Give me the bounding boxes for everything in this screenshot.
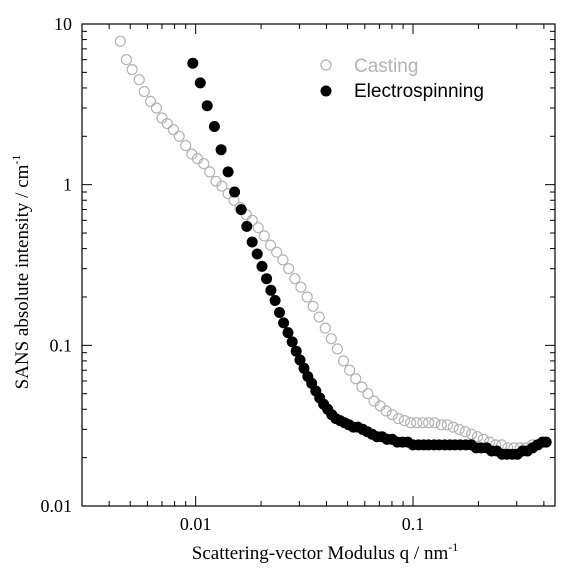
data-point-casting xyxy=(392,413,404,425)
data-point-casting xyxy=(459,426,471,438)
data-point-electrospinning xyxy=(241,220,253,232)
data-point-electrospinning xyxy=(269,295,281,306)
data-point-casting xyxy=(411,417,423,429)
y-tick-label: 1 xyxy=(63,175,72,195)
data-point-electrospinning xyxy=(298,362,310,374)
data-point-casting xyxy=(325,333,337,345)
data-point-casting xyxy=(283,263,295,275)
data-point-electrospinning xyxy=(261,273,273,285)
data-point-casting xyxy=(319,322,331,334)
data-point-casting xyxy=(167,124,179,136)
data-point-electrospinning xyxy=(256,260,268,272)
series-electrospinning xyxy=(187,57,552,460)
data-point-casting xyxy=(453,423,465,435)
data-point-casting xyxy=(344,364,356,376)
data-point-casting xyxy=(271,246,283,258)
y-tick-label: 0.1 xyxy=(50,335,73,355)
data-point-electrospinning xyxy=(294,354,306,366)
data-point-electrospinning xyxy=(265,284,277,296)
data-point-electrospinning xyxy=(215,144,227,156)
data-point-casting xyxy=(356,381,368,393)
legend-marker-casting xyxy=(320,59,332,71)
axes xyxy=(81,23,556,507)
data-point-casting xyxy=(337,355,350,367)
data-point-casting xyxy=(277,254,289,266)
data-point-casting xyxy=(350,373,362,385)
legend-marker-electrospinning xyxy=(320,85,332,97)
data-point-electrospinning xyxy=(251,248,263,260)
series-casting xyxy=(114,35,551,454)
data-point-electrospinning xyxy=(540,436,552,448)
data-point-casting xyxy=(429,417,441,429)
x-tick-label: 0.1 xyxy=(402,514,425,534)
data-point-casting xyxy=(216,180,228,192)
data-point-casting xyxy=(441,419,453,431)
data-point-casting xyxy=(435,419,447,431)
data-series xyxy=(114,35,552,460)
x-axis-label: Scattering-vector Modulus q / nm-1 xyxy=(192,540,458,564)
data-point-casting xyxy=(398,415,411,427)
legend-label-electrospinning: Electrospinning xyxy=(354,81,484,102)
data-point-casting xyxy=(423,417,435,429)
data-point-casting xyxy=(173,130,185,142)
data-point-casting xyxy=(362,388,374,400)
data-point-electrospinning xyxy=(286,336,298,348)
data-point-casting xyxy=(301,291,313,303)
data-point-casting xyxy=(120,53,133,66)
data-point-electrospinning xyxy=(222,166,234,178)
data-point-casting xyxy=(138,85,150,98)
data-point-casting xyxy=(295,281,307,293)
data-point-casting xyxy=(198,158,210,170)
data-point-casting xyxy=(258,230,270,242)
data-point-casting xyxy=(246,214,258,226)
data-point-casting xyxy=(126,63,138,76)
data-point-casting xyxy=(252,222,264,234)
y-axis-label: SANS absolute intensity / cm-1 xyxy=(9,155,33,390)
data-point-casting xyxy=(405,417,417,429)
data-point-electrospinning xyxy=(187,57,199,69)
plot-frame xyxy=(81,23,556,507)
data-point-electrospinning xyxy=(235,204,247,216)
data-point-electrospinning xyxy=(274,307,285,318)
data-point-casting xyxy=(331,343,343,355)
data-point-casting xyxy=(161,117,173,130)
legend-label-casting: Casting xyxy=(354,56,418,77)
data-point-casting xyxy=(150,102,162,114)
tick-labels: 0.01 0.1 0.01 0.1 1 10 xyxy=(41,14,425,534)
data-point-electrospinning xyxy=(290,345,302,357)
data-point-casting xyxy=(144,95,157,108)
data-point-electrospinning xyxy=(208,121,220,132)
data-point-electrospinning xyxy=(246,236,258,248)
data-point-electrospinning xyxy=(229,186,241,198)
data-point-casting xyxy=(156,112,168,124)
data-point-casting xyxy=(180,140,192,152)
data-point-casting xyxy=(466,428,478,440)
y-tick-label: 0.01 xyxy=(41,496,73,516)
data-point-electrospinning xyxy=(282,327,294,339)
y-tick-label: 10 xyxy=(54,14,72,34)
data-point-casting xyxy=(380,405,392,417)
data-point-casting xyxy=(471,431,484,443)
data-point-casting xyxy=(133,74,145,86)
data-point-casting xyxy=(307,300,319,312)
x-tick-label: 0.01 xyxy=(180,514,212,534)
data-point-casting xyxy=(289,273,301,285)
data-point-electrospinning xyxy=(201,100,213,112)
data-point-casting xyxy=(264,239,277,251)
data-point-casting xyxy=(386,409,398,421)
data-point-electrospinning xyxy=(194,77,206,89)
data-point-electrospinning xyxy=(278,317,290,329)
data-point-casting xyxy=(114,35,126,47)
data-point-casting xyxy=(417,417,429,429)
data-point-casting xyxy=(313,311,325,323)
data-point-casting xyxy=(204,166,216,178)
axis-ticks xyxy=(81,23,555,507)
data-point-casting xyxy=(447,421,459,433)
legend: Casting Electrospinning xyxy=(320,56,484,102)
